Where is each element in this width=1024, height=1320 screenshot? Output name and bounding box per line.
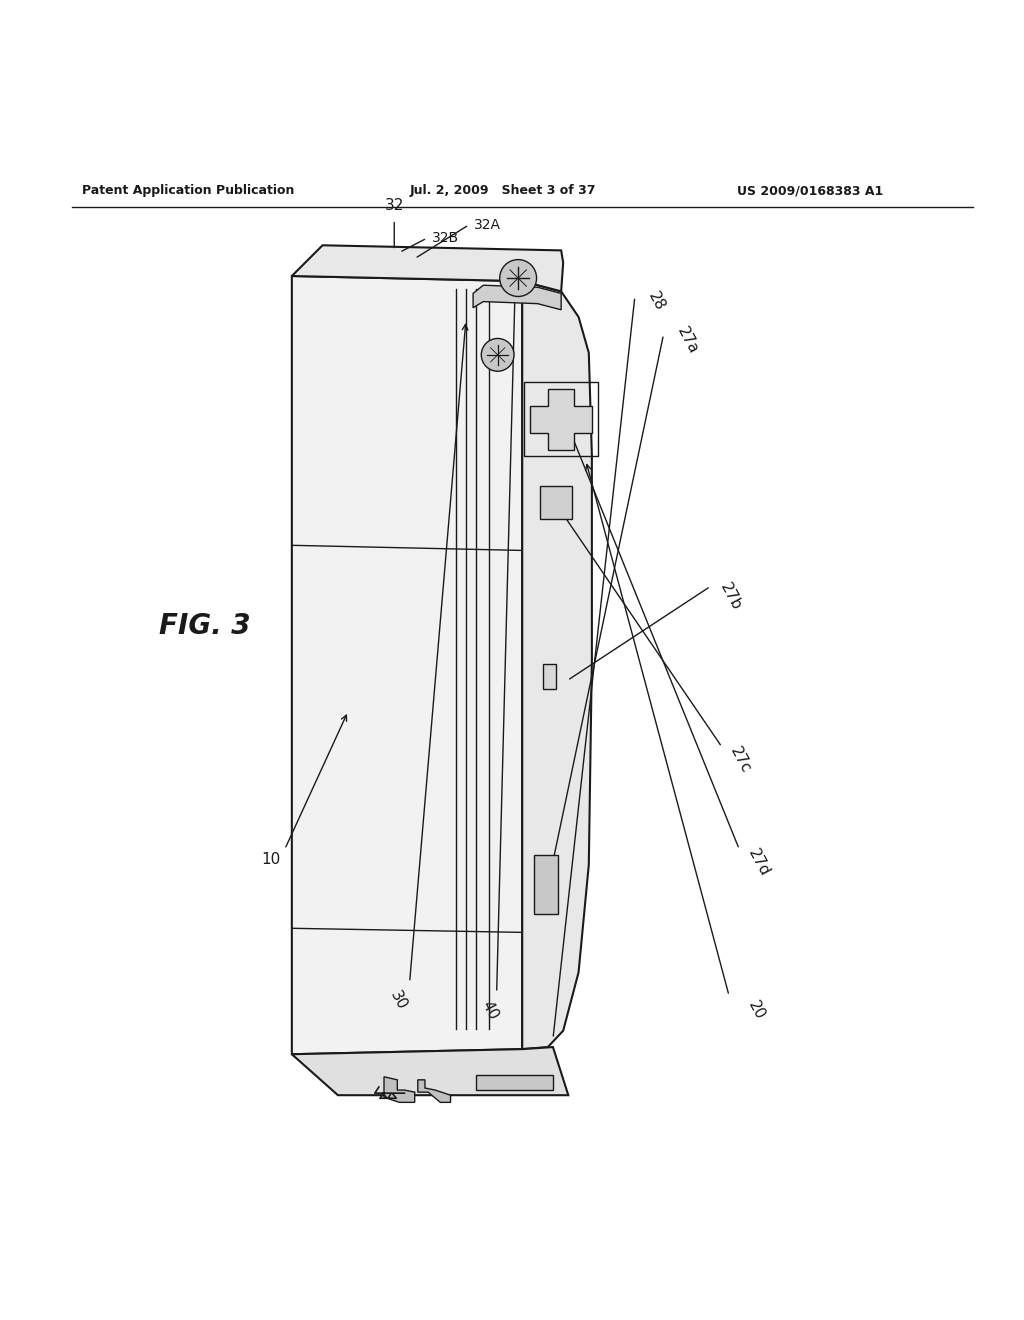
Text: 32B: 32B — [432, 231, 459, 246]
Polygon shape — [522, 281, 592, 1049]
Text: Patent Application Publication: Patent Application Publication — [82, 183, 294, 197]
Circle shape — [500, 260, 537, 297]
Text: 27c: 27c — [727, 744, 754, 776]
Text: 32: 32 — [385, 198, 403, 213]
Text: Jul. 2, 2009   Sheet 3 of 37: Jul. 2, 2009 Sheet 3 of 37 — [410, 183, 596, 197]
Text: 32A: 32A — [474, 218, 501, 232]
Polygon shape — [292, 1047, 568, 1096]
Polygon shape — [292, 246, 563, 292]
Text: 27a: 27a — [674, 325, 700, 356]
Polygon shape — [530, 388, 592, 450]
Polygon shape — [473, 285, 561, 310]
Polygon shape — [292, 276, 522, 1055]
Polygon shape — [540, 486, 572, 519]
Text: FIG. 3: FIG. 3 — [159, 612, 250, 640]
Text: 28: 28 — [645, 289, 668, 314]
Polygon shape — [476, 1074, 553, 1090]
Text: 10: 10 — [262, 853, 281, 867]
Bar — [543, 664, 556, 689]
Text: 27d: 27d — [745, 846, 772, 879]
Text: 20: 20 — [745, 998, 768, 1022]
Text: US 2009/0168383 A1: US 2009/0168383 A1 — [737, 183, 884, 197]
Text: 27b: 27b — [717, 581, 743, 612]
Polygon shape — [418, 1080, 451, 1102]
Text: 30: 30 — [387, 987, 410, 1012]
Bar — [534, 854, 558, 913]
Text: 40: 40 — [478, 998, 501, 1022]
Circle shape — [481, 338, 514, 371]
Polygon shape — [384, 1077, 415, 1102]
